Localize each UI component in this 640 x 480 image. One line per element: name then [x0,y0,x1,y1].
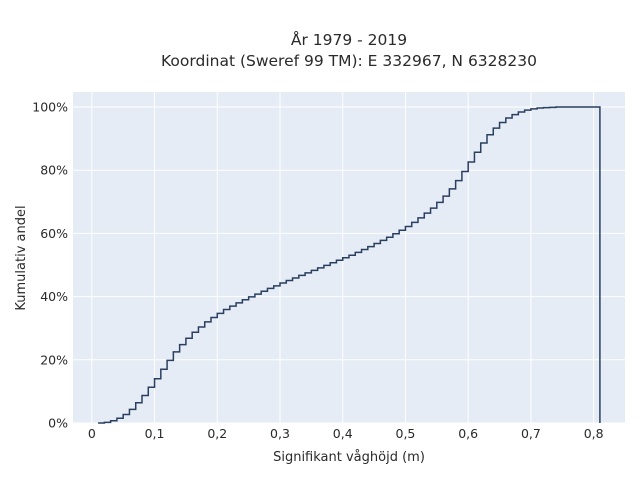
y-tick-label: 40% [40,289,68,304]
x-tick-label: 0,4 [333,426,353,441]
x-tick-label: 0,5 [396,426,416,441]
grid [73,92,625,424]
axis-ticks: 0 0,1 0,2 0,3 0,4 0,5 0,6 0,7 0,8 0% 20% 40% 60% 80% 1… [32,100,603,442]
x-tick-label: 0,1 [145,426,165,441]
y-axis-label: Kumulativ andel [14,205,29,310]
y-tick-label: 60% [40,226,68,241]
chart-title-line1: År 1979 - 2019 [291,30,407,49]
x-tick-label: 0,6 [458,426,478,441]
x-tick-label: 0,8 [584,426,604,441]
y-tick-label: 100% [32,100,68,115]
cdf-step-line [98,106,601,424]
x-tick-label: 0,7 [521,426,541,441]
x-tick-label: 0 [88,426,96,441]
x-tick-label: 0,2 [207,426,227,441]
chart-title-line2: Koordinat (Sweref 99 TM): E 332967, N 63… [161,52,537,70]
y-tick-label: 0% [48,416,68,431]
x-axis-label: Signifikant våghöjd (m) [273,450,425,465]
y-tick-label: 20% [40,352,68,367]
x-tick-label: 0,3 [270,426,290,441]
y-tick-label: 80% [40,163,68,178]
